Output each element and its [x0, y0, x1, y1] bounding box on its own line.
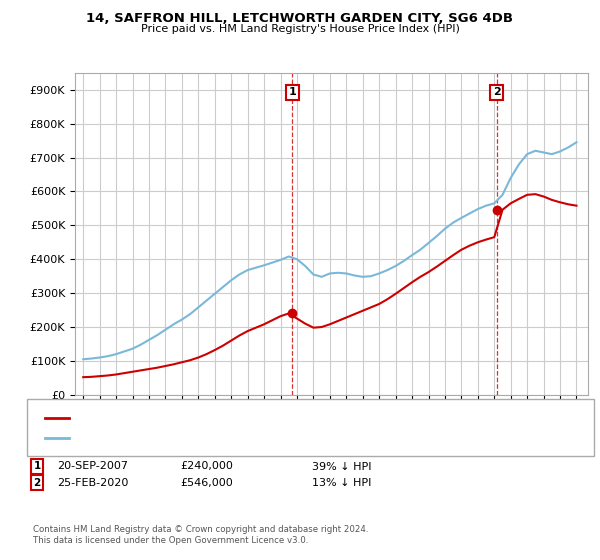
Text: HPI: Average price, detached house, North Hertfordshire: HPI: Average price, detached house, Nort…: [72, 433, 348, 443]
Text: 13% ↓ HPI: 13% ↓ HPI: [312, 478, 371, 488]
Text: £240,000: £240,000: [180, 461, 233, 472]
Text: Price paid vs. HM Land Registry's House Price Index (HPI): Price paid vs. HM Land Registry's House …: [140, 24, 460, 34]
Text: 14, SAFFRON HILL, LETCHWORTH GARDEN CITY, SG6 4DB: 14, SAFFRON HILL, LETCHWORTH GARDEN CITY…: [86, 12, 514, 25]
Text: 20-SEP-2007: 20-SEP-2007: [57, 461, 128, 472]
Text: 1: 1: [289, 87, 296, 97]
Text: 25-FEB-2020: 25-FEB-2020: [57, 478, 128, 488]
Text: 2: 2: [493, 87, 500, 97]
Text: 14, SAFFRON HILL, LETCHWORTH GARDEN CITY, SG6 4DB (detached house): 14, SAFFRON HILL, LETCHWORTH GARDEN CITY…: [72, 413, 443, 423]
Text: 2: 2: [34, 478, 41, 488]
Text: 39% ↓ HPI: 39% ↓ HPI: [312, 461, 371, 472]
Text: £546,000: £546,000: [180, 478, 233, 488]
Text: Contains HM Land Registry data © Crown copyright and database right 2024.
This d: Contains HM Land Registry data © Crown c…: [33, 525, 368, 545]
Text: 1: 1: [34, 461, 41, 472]
